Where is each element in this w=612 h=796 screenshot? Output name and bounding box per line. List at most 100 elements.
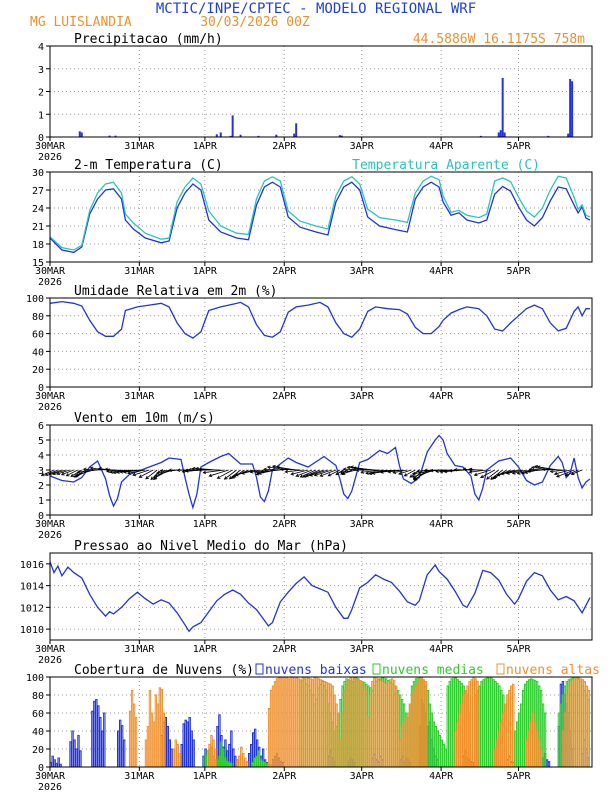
cloud-bar-orange bbox=[237, 760, 238, 767]
cloud-bar-orange bbox=[278, 678, 279, 767]
cloud-bar-blue bbox=[78, 736, 79, 768]
cloud-bar-orange bbox=[395, 686, 396, 767]
pres-ytick-label: 1014 bbox=[20, 582, 44, 593]
clouds-ytick-label: 20 bbox=[32, 745, 44, 756]
cloud-bar-orange bbox=[362, 682, 363, 768]
wind-xtick-label: 5APR bbox=[506, 519, 531, 530]
cloud-bar-green bbox=[262, 762, 263, 767]
cloud-bar-orange bbox=[145, 740, 146, 767]
cloud-bar-orange bbox=[306, 677, 307, 767]
cloud-bar-orange bbox=[175, 740, 176, 767]
cloud-bar-orange bbox=[282, 677, 283, 767]
precip-ytick-label: 4 bbox=[38, 42, 44, 53]
cloud-bar-green bbox=[205, 756, 206, 767]
precip-bar bbox=[232, 115, 234, 137]
rh-xtick-label: 3APR bbox=[350, 391, 375, 402]
temp-ytick-label: 21 bbox=[32, 222, 44, 233]
cloud-bar-orange bbox=[155, 695, 156, 767]
cloud-bar-orange bbox=[503, 713, 504, 767]
cloud-bar-green bbox=[227, 762, 228, 767]
temp-xtick-label: 5APR bbox=[506, 266, 531, 277]
cloud-bar-orange bbox=[564, 713, 565, 767]
cloud-bar-orange bbox=[340, 740, 341, 767]
cloud-bar-orange bbox=[391, 679, 392, 767]
cloud-bar-orange bbox=[465, 691, 466, 768]
cloud-bar-orange bbox=[300, 680, 301, 767]
cloud-bar-orange bbox=[356, 679, 357, 767]
cloud-bar-blue bbox=[72, 731, 73, 767]
cloud-bar-orange bbox=[270, 691, 271, 768]
cloud-bar-blue bbox=[56, 763, 57, 767]
pres-xtick-label: 4APR bbox=[429, 644, 454, 655]
cloud-bar-orange bbox=[272, 686, 273, 767]
rh-xtick-label: 4APR bbox=[429, 391, 454, 402]
temp-year-label: 2026 bbox=[38, 277, 62, 288]
pres-ytick-label: 1016 bbox=[20, 560, 44, 571]
rh-series-line-0 bbox=[50, 302, 590, 339]
cloud-bar-green bbox=[254, 758, 255, 767]
cloud-bar-blue bbox=[251, 745, 252, 768]
cloud-bar-orange bbox=[467, 686, 468, 767]
temp-series-line-1 bbox=[50, 176, 590, 250]
cloud-bar-orange bbox=[584, 682, 585, 768]
cloud-bar-orange bbox=[403, 722, 404, 767]
cloud-bar-green bbox=[517, 722, 518, 767]
cloud-bar-blue bbox=[52, 756, 53, 767]
wind-xtick-label: 30MAR bbox=[35, 519, 66, 530]
cloud-bar-blue bbox=[233, 749, 234, 767]
cloud-bar-orange bbox=[578, 678, 579, 767]
cloud-bar-orange bbox=[358, 680, 359, 767]
wind-year-label: 2026 bbox=[38, 530, 62, 541]
cloud-bar-orange bbox=[530, 722, 531, 767]
cloud-bar-green bbox=[256, 756, 257, 767]
cloud-bar-green bbox=[447, 686, 448, 767]
cloud-bar-orange bbox=[536, 731, 537, 767]
cloud-bar-orange bbox=[382, 682, 383, 768]
cloud-bar-orange bbox=[540, 749, 541, 767]
cloud-bar-orange bbox=[538, 740, 539, 767]
cloud-bar-orange bbox=[149, 691, 150, 768]
cloud-bar-orange bbox=[455, 731, 456, 767]
cloud-bar-orange bbox=[360, 681, 361, 767]
cloud-bar-green bbox=[558, 713, 559, 767]
cloud-bar-orange bbox=[497, 740, 498, 767]
cloud-bar-blue bbox=[100, 718, 101, 768]
clouds-legend-label: nuvens baixas bbox=[265, 663, 367, 678]
cloud-bar-orange bbox=[501, 722, 502, 767]
precip-bar bbox=[498, 132, 500, 137]
cloud-bar-green bbox=[493, 680, 494, 767]
clouds-xtick-label: 31MAR bbox=[124, 771, 155, 782]
cloud-bar-blue bbox=[249, 754, 250, 768]
cloud-bar-orange bbox=[161, 690, 162, 767]
cloud-bar-orange bbox=[528, 731, 529, 767]
cloud-bar-orange bbox=[308, 678, 309, 767]
wind-xtick-label: 31MAR bbox=[124, 519, 155, 530]
cloud-bar-orange bbox=[423, 680, 424, 767]
cloud-bar-blue bbox=[253, 733, 254, 767]
wind-ytick-label: 4 bbox=[38, 451, 44, 462]
clouds-xtick-label: 2APR bbox=[272, 771, 297, 782]
precip-bar bbox=[295, 123, 297, 137]
cloud-bar-orange bbox=[469, 682, 470, 768]
cloud-bar-green bbox=[443, 745, 444, 768]
cloud-bar-blue bbox=[187, 722, 188, 767]
wind-title: Vento em 10m (m/s) bbox=[74, 411, 215, 426]
rh-title: Umidade Relativa em 2m (%) bbox=[74, 284, 278, 299]
cloud-bar-green bbox=[515, 731, 516, 767]
cloud-bar-orange bbox=[209, 745, 210, 768]
cloud-bar-blue bbox=[189, 718, 190, 768]
cloud-bar-orange bbox=[135, 718, 136, 768]
rh-ytick-label: 100 bbox=[26, 294, 44, 305]
pres-series-line-0 bbox=[50, 562, 590, 632]
precip-xtick-label: 3APR bbox=[350, 141, 375, 152]
header-run: 30/03/2026 00Z bbox=[200, 15, 310, 30]
cloud-bar-orange bbox=[316, 677, 317, 767]
cloud-bar-green bbox=[519, 713, 520, 767]
cloud-bar-orange bbox=[495, 749, 496, 767]
clouds-ytick-label: 60 bbox=[32, 709, 44, 720]
cloud-bar-green bbox=[483, 680, 484, 767]
